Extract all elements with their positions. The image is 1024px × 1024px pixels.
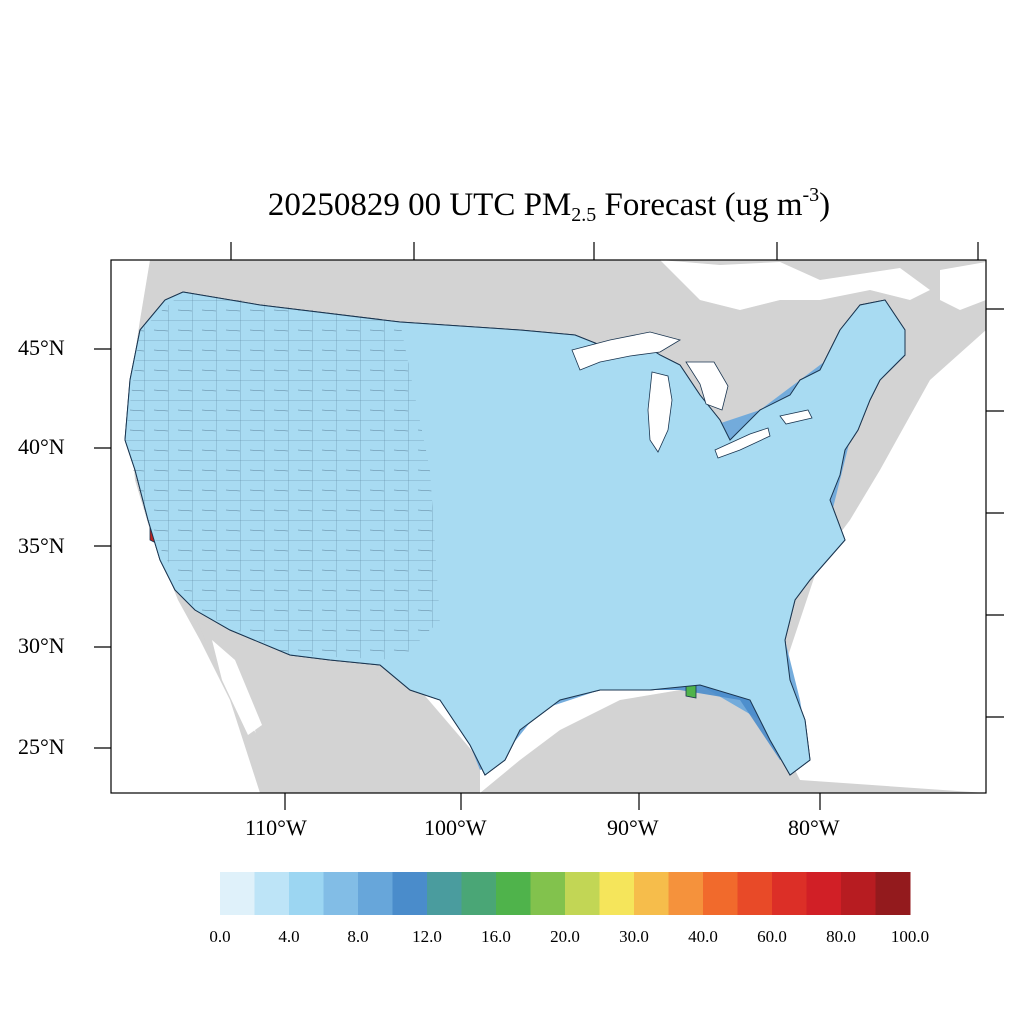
mexico-land bbox=[195, 615, 480, 793]
lake-superior bbox=[571, 331, 682, 371]
colorbar-swatch bbox=[668, 872, 704, 915]
colorbar-swatch bbox=[703, 872, 738, 915]
colorbar-swatch bbox=[841, 872, 876, 915]
lat-label-45: 45°N bbox=[18, 335, 65, 360]
colorbar-label: 60.0 bbox=[757, 927, 787, 946]
lat-label-30: 30°N bbox=[18, 633, 65, 658]
colorbar-label: 12.0 bbox=[412, 927, 442, 946]
colorbar-swatch bbox=[323, 872, 359, 915]
colorbar-swatch bbox=[254, 872, 290, 915]
lake-huron bbox=[685, 361, 729, 411]
colorbar-swatch bbox=[875, 872, 911, 915]
colorbar-label: 8.0 bbox=[347, 927, 369, 946]
colorbar-label: 0.0 bbox=[209, 927, 231, 946]
lat-label-40: 40°N bbox=[18, 434, 65, 459]
colorbar-label: 16.0 bbox=[481, 927, 511, 946]
colorbar-swatch bbox=[461, 872, 497, 915]
colorbar bbox=[220, 872, 911, 915]
colorbar-swatch bbox=[427, 872, 462, 915]
colorbar-swatch bbox=[530, 872, 566, 915]
colorbar-swatch bbox=[565, 872, 600, 915]
colorbar-swatch bbox=[392, 872, 428, 915]
colorbar-swatch bbox=[634, 872, 669, 915]
colorbar-label: 100.0 bbox=[890, 927, 930, 946]
axis-ticks bbox=[94, 242, 1004, 810]
map-frame bbox=[110, 259, 987, 794]
lon-label-100w: 100°W bbox=[424, 815, 487, 840]
lon-label-110w: 110°W bbox=[245, 815, 307, 840]
canada-water bbox=[660, 260, 930, 310]
colorbar-swatch bbox=[496, 872, 531, 915]
lake-erie bbox=[714, 427, 771, 459]
colorbar-swatch bbox=[358, 872, 393, 915]
lon-label-80w: 80°W bbox=[788, 815, 840, 840]
hudson-water bbox=[940, 262, 986, 310]
colorbar-label: 80.0 bbox=[826, 927, 856, 946]
colorbar-swatch bbox=[599, 872, 635, 915]
lon-label-90w: 90°W bbox=[607, 815, 659, 840]
lat-label-25: 25°N bbox=[18, 734, 65, 759]
gulf-atlantic-ocean bbox=[420, 330, 986, 793]
lake-ontario bbox=[779, 409, 813, 425]
colorbar-swatch bbox=[220, 872, 255, 915]
colorbar-swatch bbox=[737, 872, 773, 915]
pacific-ocean bbox=[111, 260, 260, 793]
colorbar-swatch bbox=[289, 872, 324, 915]
colorbar-label: 30.0 bbox=[619, 927, 649, 946]
colorbar-label: 4.0 bbox=[278, 927, 300, 946]
colorbar-swatch bbox=[772, 872, 807, 915]
colorbar-swatch bbox=[806, 872, 842, 915]
map-title: 20250829 00 UTC PM2.5 Forecast (ug m-3) bbox=[267, 184, 831, 226]
colorbar-label: 40.0 bbox=[688, 927, 718, 946]
colorbar-label: 20.0 bbox=[550, 927, 580, 946]
western-counties-overlay bbox=[125, 292, 440, 660]
lake-michigan bbox=[647, 371, 673, 453]
lat-label-35: 35°N bbox=[18, 533, 65, 558]
gulf-of-california-water bbox=[212, 640, 262, 735]
